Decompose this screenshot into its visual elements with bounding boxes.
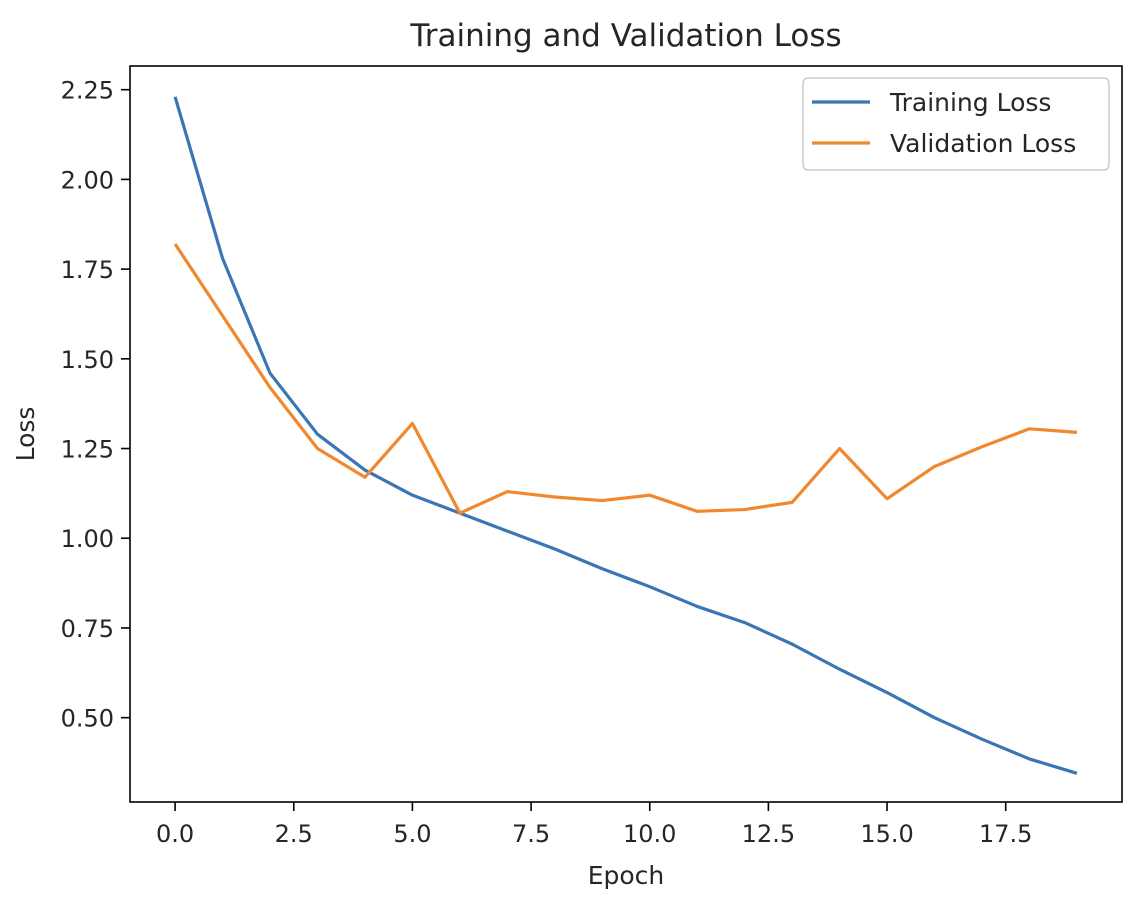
legend-box [802,77,1110,171]
y-tick-label: 2.25 [61,77,114,105]
y-tick-label: 1.00 [61,525,114,553]
legend-label-validation-loss: Validation Loss [890,129,1076,158]
y-tick-label: 1.75 [61,256,114,284]
y-tick-label: 1.50 [61,346,114,374]
legend-label-training-loss: Training Loss [889,88,1051,117]
chart-title: Training and Validation Loss [409,18,841,54]
y-axis-label: Loss [11,407,40,462]
x-tick-label: 12.5 [742,820,795,848]
x-tick-label: 7.5 [512,820,550,848]
x-tick-label: 2.5 [275,820,313,848]
y-tick-label: 2.00 [61,166,114,194]
series-layer [173,96,1078,775]
y-tick-label: 0.75 [61,615,114,643]
y-axis-ticks: 0.50 0.75 1.00 1.25 1.50 1.75 2.00 2.25 [61,77,130,733]
y-tick-label: 1.25 [61,436,114,464]
plot-frame [129,65,1123,803]
legend: Training Loss Validation Loss [802,77,1110,171]
x-axis-label: Epoch [588,861,665,890]
x-tick-label: 0.0 [156,820,194,848]
x-tick-label: 5.0 [393,820,431,848]
series-line-validation-loss [173,243,1078,515]
x-tick-label: 17.5 [979,820,1032,848]
y-tick-label: 0.50 [61,705,114,733]
x-tick-label: 15.0 [860,820,913,848]
x-axis-ticks: 0.0 2.5 5.0 7.5 10.0 12.5 15.0 17.5 [156,802,1032,848]
series-line-training-loss [173,96,1078,775]
x-tick-label: 10.0 [623,820,676,848]
